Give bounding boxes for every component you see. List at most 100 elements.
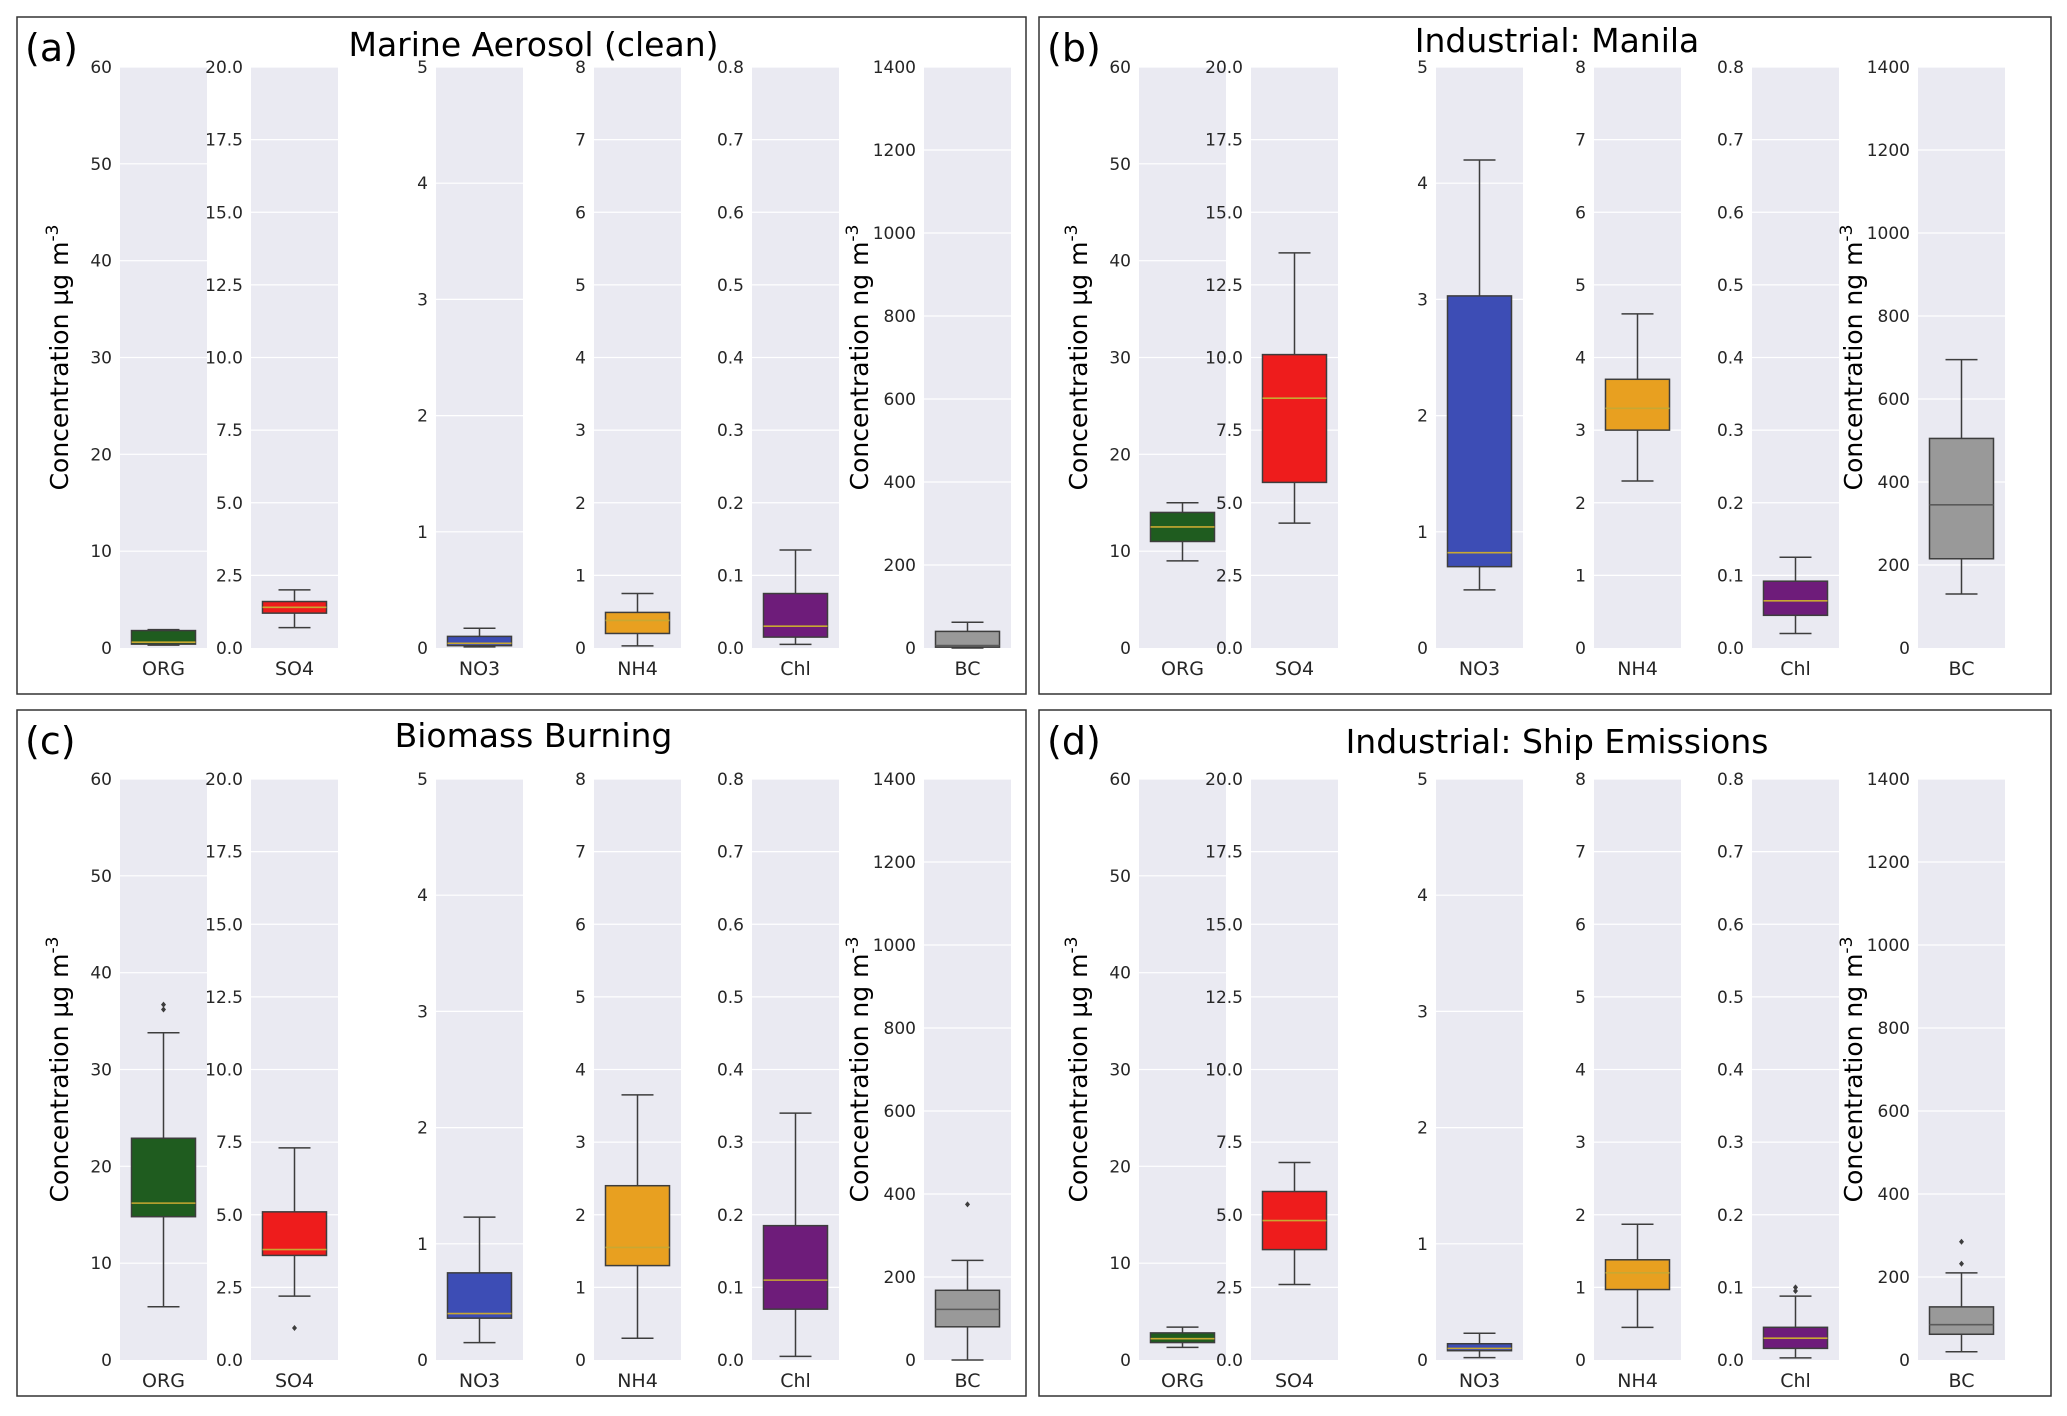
- y-tick-label: 60: [1109, 58, 1131, 78]
- y-tick-label: 50: [90, 155, 112, 175]
- y-tick-label: 3: [1417, 1002, 1428, 1022]
- y-tick-label: 0: [417, 1351, 428, 1371]
- y-tick-label: 1400: [873, 770, 916, 790]
- y-tick-label: 1400: [1867, 770, 1910, 790]
- y-tick-label: 4: [575, 1061, 586, 1081]
- panel-title: Marine Aerosol (clean): [348, 25, 718, 64]
- y-tick-label: 15.0: [1205, 203, 1243, 223]
- y-tick-label: 0: [905, 639, 916, 659]
- y-tick-label: 0.6: [1717, 203, 1744, 223]
- y-tick-label: 5.0: [1216, 494, 1243, 514]
- subplot-bc: 0 200 400 600 800 1000 1200 1400 BC: [873, 58, 1011, 680]
- y-tick-label: 40: [1109, 252, 1131, 272]
- y-tick-label: 0: [417, 639, 428, 659]
- y-tick-label: 6: [1575, 915, 1586, 935]
- y-tick-label: 600: [1878, 1102, 1910, 1122]
- x-category-label: SO4: [1275, 1370, 1314, 1392]
- y-tick-label: 1: [1417, 523, 1428, 543]
- y-tick-label: 3: [575, 421, 586, 441]
- subplot-no3: 0 1 2 3 4 5 NO3: [1417, 770, 1523, 1392]
- y-tick-label: 30: [90, 1061, 112, 1081]
- box-chl: [762, 1224, 829, 1310]
- x-category-label: ORG: [142, 1370, 185, 1392]
- y-tick-label: 15.0: [1205, 915, 1243, 935]
- subplot-chl: 0.0 0.1 0.2 0.3 0.4 0.5 0.6 0.7 0.8 Chl: [1717, 58, 1839, 680]
- y-tick-label: 1000: [1867, 936, 1910, 956]
- y-tick-label: 600: [884, 1102, 916, 1122]
- subplot-nh4: 0 1 2 3 4 5 6 7 8 NH4: [575, 770, 681, 1392]
- subplot-so4: 0.0 2.5 5.0 7.5 10.0 12.5 15.0 17.5 20.0 SO4: [205, 58, 338, 680]
- plot-area: [436, 67, 523, 648]
- y-tick-label: 0: [1417, 1351, 1428, 1371]
- y-axis-label: Concentration µg m-3: [43, 937, 74, 1203]
- box-chl: [1762, 580, 1829, 617]
- y-tick-label: 0.8: [1717, 770, 1744, 790]
- y-tick-label: 17.5: [1205, 843, 1243, 863]
- y-tick-label: 600: [1878, 390, 1910, 410]
- subplot-bc: 0 200 400 600 800 1000 1200 1400 BC: [873, 770, 1011, 1392]
- y-tick-label: 5.0: [216, 1206, 243, 1226]
- x-category-label: ORG: [1161, 658, 1204, 680]
- box-nh4: [604, 1184, 671, 1267]
- subplot-bc: 0 200 400 600 800 1000 1200 1400 BC: [1867, 770, 2005, 1392]
- y-tick-label: 50: [90, 867, 112, 887]
- x-category-label: NO3: [459, 1370, 500, 1392]
- panel-c: (c) Biomass Burning Concentration µg m-3 Co…: [16, 709, 1027, 1397]
- box-no3: [1446, 1342, 1513, 1352]
- y-tick-label: 0.6: [1717, 915, 1744, 935]
- y-tick-label: 10: [1109, 542, 1131, 562]
- y-tick-label: 50: [1109, 867, 1131, 887]
- y-tick-label: 5: [1575, 988, 1586, 1008]
- box-chl: [762, 592, 829, 638]
- subplot-chl: 0.0 0.1 0.2 0.3 0.4 0.5 0.6 0.7 0.8 Chl: [1717, 770, 1839, 1392]
- y-tick-label: 5.0: [216, 494, 243, 514]
- y-tick-label: 5: [1417, 770, 1428, 790]
- y-tick-label: 200: [1878, 1268, 1910, 1288]
- y-tick-label: 0.0: [216, 1351, 243, 1371]
- x-category-label: NO3: [1459, 1370, 1500, 1392]
- y-tick-label: 1400: [873, 58, 916, 78]
- box-bc: [1928, 437, 1995, 560]
- outlier-point: [1959, 1238, 1964, 1245]
- box-so4: [1261, 353, 1328, 484]
- panel-title: Industrial: Manila: [1415, 21, 1700, 60]
- y-tick-label: 0.3: [717, 421, 744, 441]
- y-tick-label: 5: [417, 770, 428, 790]
- y-tick-label: 5: [1575, 276, 1586, 296]
- y-tick-label: 4: [417, 886, 428, 906]
- box-org: [1149, 1332, 1216, 1344]
- y-tick-label: 3: [1417, 290, 1428, 310]
- subplot-so4: 0.0 2.5 5.0 7.5 10.0 12.5 15.0 17.5 20.0 SO4: [1205, 770, 1338, 1392]
- y-tick-label: 0.6: [717, 915, 744, 935]
- y-tick-label: 17.5: [205, 131, 243, 151]
- y-tick-label: 0.2: [717, 494, 744, 514]
- y-tick-label: 5: [417, 58, 428, 78]
- y-tick-label: 12.5: [1205, 276, 1243, 296]
- y-tick-label: 6: [1575, 203, 1586, 223]
- y-tick-label: 0.5: [1717, 276, 1744, 296]
- y-tick-label: 15.0: [205, 915, 243, 935]
- y-tick-label: 60: [90, 58, 112, 78]
- y-tick-label: 1: [417, 523, 428, 543]
- y-tick-label: 800: [1878, 307, 1910, 327]
- y-tick-label: 8: [575, 58, 586, 78]
- y-tick-label: 2.5: [1216, 566, 1243, 586]
- y-tick-label: 5: [575, 276, 586, 296]
- x-category-label: Chl: [1780, 658, 1811, 680]
- y-tick-label: 12.5: [1205, 988, 1243, 1008]
- x-category-label: BC: [955, 1370, 981, 1392]
- panel-b: (b) Industrial: Manila Concentration µg m-…: [1038, 16, 2052, 695]
- plot-area: [1436, 779, 1523, 1360]
- subplot-no3: 0 1 2 3 4 5 NO3: [417, 58, 523, 680]
- y-tick-label: 0: [1417, 639, 1428, 659]
- y-tick-label: 0.5: [1717, 988, 1744, 1008]
- y-tick-label: 0.0: [216, 639, 243, 659]
- box-no3: [446, 1272, 513, 1319]
- y-tick-label: 3: [575, 1133, 586, 1153]
- y-tick-label: 0.2: [1717, 1206, 1744, 1226]
- y-tick-label: 1000: [873, 224, 916, 244]
- y-tick-label: 0: [101, 1351, 112, 1371]
- y-tick-label: 7.5: [1216, 1133, 1243, 1153]
- box-so4: [261, 1211, 328, 1257]
- y-tick-label: 20: [90, 1157, 112, 1177]
